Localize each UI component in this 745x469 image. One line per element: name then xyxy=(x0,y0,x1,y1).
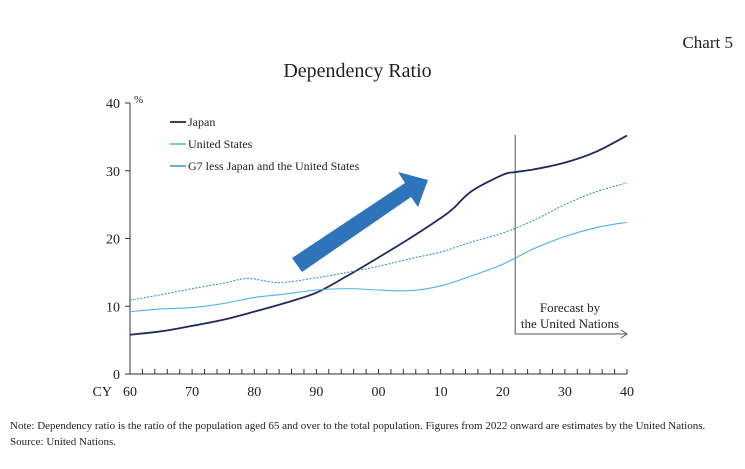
x-tick-label: 90 xyxy=(309,385,323,400)
x-tick-label: 10 xyxy=(434,385,448,400)
legend-label: United States xyxy=(188,137,253,151)
footnote: Note: Dependency ratio is the ratio of t… xyxy=(10,418,705,450)
y-tick-label: 10 xyxy=(106,300,120,315)
forecast-annotation: the United Nations xyxy=(521,316,619,331)
trend-arrow-icon xyxy=(292,172,428,272)
x-tick-label: 30 xyxy=(558,385,572,400)
y-tick-label: 40 xyxy=(106,97,120,112)
series-line-1 xyxy=(129,221,628,313)
x-tick-label: 40 xyxy=(620,385,634,400)
forecast-arrow-icon xyxy=(620,329,628,339)
note-text: Note: Dependency ratio is the ratio of t… xyxy=(10,420,706,432)
x-tick-label: 20 xyxy=(496,385,510,400)
legend-label: G7 less Japan and the United States xyxy=(188,159,360,173)
forecast-annotation: Forecast by xyxy=(540,300,601,315)
y-tick-label: 0 xyxy=(113,368,120,383)
legend-label: Japan xyxy=(188,115,215,129)
x-tick-label: 60 xyxy=(123,385,137,400)
x-axis-label: CY xyxy=(93,385,112,400)
y-axis-unit: % xyxy=(134,94,143,106)
x-tick-label: 70 xyxy=(185,385,199,400)
chart-number: Chart 5 xyxy=(682,33,733,52)
x-tick-label: 80 xyxy=(247,385,261,400)
source-text: Source: United Nations. xyxy=(10,436,117,448)
series-line-0 xyxy=(129,134,628,336)
y-tick-label: 20 xyxy=(106,233,120,248)
x-tick-label: 00 xyxy=(372,385,386,400)
series-line-2 xyxy=(129,182,628,301)
chart-title: Dependency Ratio xyxy=(283,60,432,82)
y-tick-label: 30 xyxy=(106,165,120,180)
